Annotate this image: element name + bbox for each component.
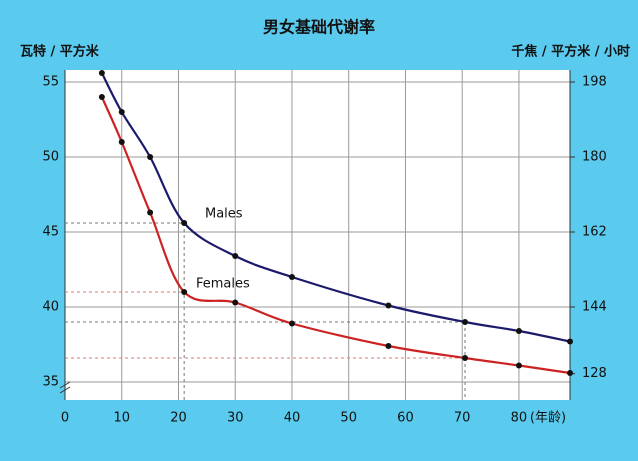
point bbox=[147, 154, 154, 160]
plot-area bbox=[65, 70, 570, 400]
y2-axis-label: 千焦 / 平方米 / 小时 bbox=[511, 44, 630, 60]
y-tick-label: 50 bbox=[42, 150, 59, 165]
point bbox=[181, 220, 188, 226]
point bbox=[118, 139, 125, 145]
y-tick-label: 55 bbox=[42, 75, 59, 90]
point bbox=[385, 343, 392, 349]
point bbox=[462, 319, 469, 325]
x-tick-label: 60 bbox=[397, 411, 414, 426]
x-tick-label: 70 bbox=[454, 411, 471, 426]
point bbox=[118, 109, 125, 115]
y-tick-label: 45 bbox=[42, 225, 59, 240]
point bbox=[462, 355, 469, 361]
y2-tick-label: 198 bbox=[582, 75, 607, 90]
chart-title: 男女基础代谢率 bbox=[263, 18, 375, 37]
y2-tick-label: 128 bbox=[582, 366, 607, 381]
y-axis-label: 瓦特 / 平方米 bbox=[20, 44, 100, 60]
x-tick-label: 30 bbox=[227, 411, 244, 426]
series-label: Males bbox=[205, 207, 243, 222]
point bbox=[181, 289, 188, 295]
point bbox=[288, 320, 295, 327]
x-tick-label: 20 bbox=[170, 411, 187, 426]
line bbox=[100, 72, 571, 343]
point bbox=[515, 328, 522, 334]
x-tick-label: 80 bbox=[511, 411, 528, 426]
point bbox=[232, 253, 239, 259]
point bbox=[147, 209, 154, 216]
axis-break bbox=[59, 381, 71, 394]
point bbox=[567, 370, 573, 376]
x-axis-label: (年龄) bbox=[530, 411, 566, 426]
series-label: Females bbox=[196, 277, 250, 292]
y2-tick-label: 162 bbox=[582, 225, 607, 240]
point bbox=[98, 94, 105, 100]
point bbox=[98, 70, 105, 76]
x-tick-label: 0 bbox=[61, 411, 69, 426]
y2-tick-label: 144 bbox=[582, 300, 607, 315]
point bbox=[385, 302, 392, 309]
line bbox=[100, 96, 571, 375]
y-tick-label: 35 bbox=[42, 375, 59, 390]
y-tick-label: 40 bbox=[42, 300, 59, 315]
x-tick-label: 50 bbox=[340, 411, 357, 426]
point bbox=[232, 299, 239, 306]
y2-tick-label: 180 bbox=[582, 150, 607, 165]
point bbox=[567, 338, 573, 345]
x-tick-label: 10 bbox=[113, 411, 130, 426]
point bbox=[515, 362, 522, 369]
x-tick-label: 40 bbox=[284, 411, 301, 426]
point bbox=[288, 274, 295, 280]
